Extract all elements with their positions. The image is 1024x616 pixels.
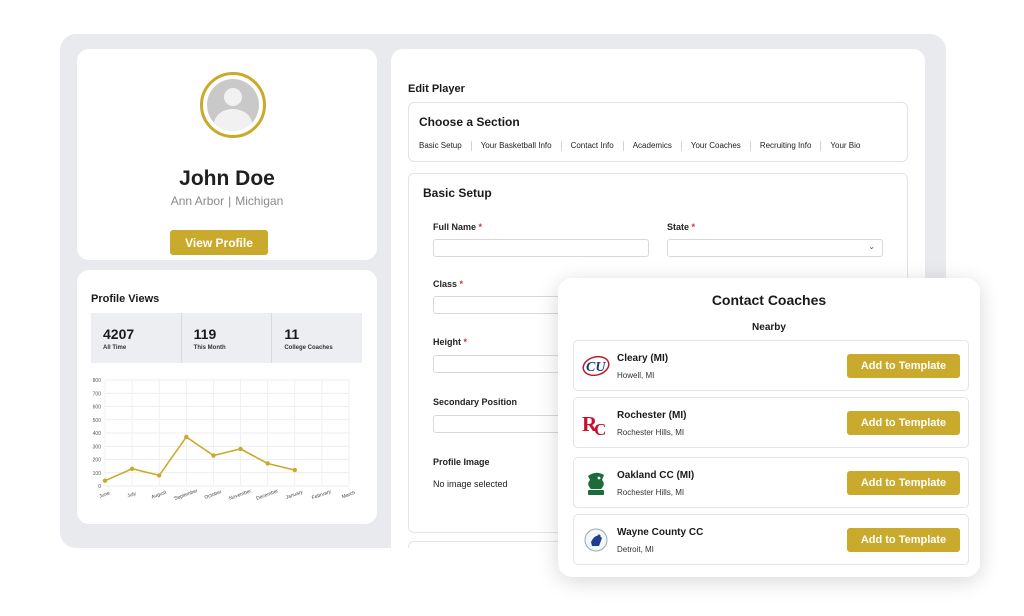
coach-name: Oakland CC (MI)	[617, 470, 695, 481]
data-point	[211, 453, 216, 458]
player-location: Ann Arbor | Michigan	[77, 194, 377, 208]
chevron-down-icon: ⌄	[868, 242, 875, 251]
y-tick-label: 400	[93, 431, 102, 437]
avatar	[200, 72, 266, 138]
stat-label: College Coaches	[284, 345, 333, 351]
data-point	[265, 461, 270, 466]
full-name-input[interactable]	[433, 239, 649, 257]
y-tick-label: 500	[93, 418, 102, 424]
x-tick-label: September	[173, 488, 198, 502]
user-icon	[207, 79, 259, 131]
wccc-logo-icon	[584, 528, 608, 552]
full-name-label: Full Name *	[433, 222, 483, 232]
data-point	[129, 466, 135, 471]
tab-recruiting-info[interactable]: Recruiting Info	[749, 141, 821, 151]
coach-location: Rochester Hills, MI	[617, 428, 685, 437]
stat-value: 119	[193, 326, 217, 342]
profile-views-card: Profile Views 4207 All Time 119 This Mon…	[77, 270, 377, 524]
y-tick-label: 700	[93, 391, 102, 397]
x-tick-label: November	[228, 488, 252, 502]
profile-views-chart: 0 100 200 300 400 500 600 700 800 June July August S…	[93, 378, 357, 502]
height-label: Height *	[433, 337, 468, 347]
basic-setup-title: Basic Setup	[423, 186, 492, 200]
profile-image-label: Profile Image	[433, 457, 490, 467]
tab-basketball-info[interactable]: Your Basketball Info	[470, 141, 561, 151]
choose-section-box: Choose a Section Basic Setup Your Basket…	[408, 102, 908, 162]
cu-logo-icon: CU	[582, 355, 610, 377]
coach-row: Wayne County CC Detroit, MI Add to Templ…	[573, 514, 969, 565]
coach-row: CU Cleary (MI) Howell, MI Add to Templat…	[573, 340, 969, 391]
x-tick-label: January	[285, 489, 304, 501]
stat-this-month: 119 This Month	[182, 313, 273, 363]
y-tick-label: 0	[98, 484, 101, 490]
player-state: Michigan	[235, 194, 284, 208]
x-tick-label: February	[311, 489, 332, 502]
coach-name: Wayne County CC	[617, 527, 704, 538]
x-tick-label: October	[204, 489, 223, 501]
player-city: Ann Arbor	[170, 194, 225, 208]
contact-coaches-title: Contact Coaches	[711, 292, 827, 308]
stat-value: 11	[284, 326, 300, 342]
x-tick-label: December	[255, 488, 279, 502]
rc-logo-icon: R C	[582, 412, 606, 436]
edit-player-title: Edit Player	[408, 83, 465, 95]
tab-your-coaches[interactable]: Your Coaches	[680, 141, 750, 151]
data-point	[157, 473, 162, 478]
contact-coaches-panel: Contact Coaches Nearby CU Cleary (MI) Ho…	[558, 278, 980, 577]
stats-bar: 4207 All Time 119 This Month 11 College …	[91, 313, 362, 363]
stat-college-coaches: 11 College Coaches	[272, 313, 362, 363]
tab-academics[interactable]: Academics	[622, 141, 681, 151]
x-tick-label: August	[151, 489, 168, 500]
ravens-logo-icon	[588, 472, 604, 495]
location-separator: |	[228, 194, 232, 208]
data-point	[102, 478, 108, 483]
data-point	[238, 446, 243, 452]
add-to-template-button[interactable]: Add to Template	[847, 528, 960, 552]
profile-views-title: Profile Views	[91, 293, 160, 305]
state-label: State *	[667, 222, 696, 232]
coach-row: Oakland CC (MI) Rochester Hills, MI Add …	[573, 457, 969, 508]
add-to-template-button[interactable]: Add to Template	[847, 354, 960, 378]
stat-label: This Month	[193, 345, 226, 351]
tab-your-bio[interactable]: Your Bio	[820, 141, 869, 151]
y-tick-label: 600	[93, 405, 102, 411]
coach-row: R C Rochester (MI) Rochester Hills, MI A…	[573, 397, 969, 448]
section-tabs: Basic Setup Your Basketball Info Contact…	[419, 141, 869, 151]
class-label: Class *	[433, 279, 464, 289]
coach-location: Rochester Hills, MI	[617, 488, 685, 497]
coach-name: Rochester (MI)	[617, 410, 687, 421]
y-tick-label: 300	[93, 444, 102, 450]
data-point	[292, 467, 297, 473]
svg-text:C: C	[594, 420, 606, 436]
svg-text:R: R	[582, 412, 598, 436]
add-to-template-button[interactable]: Add to Template	[847, 411, 960, 435]
view-profile-button[interactable]: View Profile	[170, 230, 268, 255]
x-tick-label: March	[341, 490, 356, 500]
stat-all-time: 4207 All Time	[91, 313, 182, 363]
stat-value: 4207	[103, 326, 135, 342]
state-select[interactable]: ⌄	[667, 239, 883, 257]
coach-location: Howell, MI	[617, 371, 655, 380]
choose-section-title: Choose a Section	[419, 115, 520, 129]
y-tick-label: 200	[93, 458, 102, 464]
secondary-position-label: Secondary Position	[433, 397, 518, 407]
tab-basic-setup[interactable]: Basic Setup	[419, 141, 462, 150]
svg-text:CU: CU	[586, 360, 606, 375]
series-line	[104, 435, 295, 482]
data-point	[184, 434, 189, 440]
no-image-text: No image selected	[433, 479, 508, 489]
x-tick-label: July	[127, 491, 138, 500]
tab-contact-info[interactable]: Contact Info	[560, 141, 623, 151]
add-to-template-button[interactable]: Add to Template	[847, 471, 960, 495]
player-name: John Doe	[179, 167, 275, 190]
coach-location: Detroit, MI	[617, 545, 654, 554]
coach-name: Cleary (MI)	[617, 353, 669, 364]
stat-label: All Time	[103, 345, 127, 351]
y-tick-label: 100	[93, 471, 102, 477]
nearby-subtitle: Nearby	[752, 322, 786, 333]
y-tick-label: 800	[93, 378, 102, 384]
x-tick-label: June	[99, 490, 111, 499]
profile-card: John Doe Ann Arbor | Michigan View Profile	[77, 49, 377, 260]
